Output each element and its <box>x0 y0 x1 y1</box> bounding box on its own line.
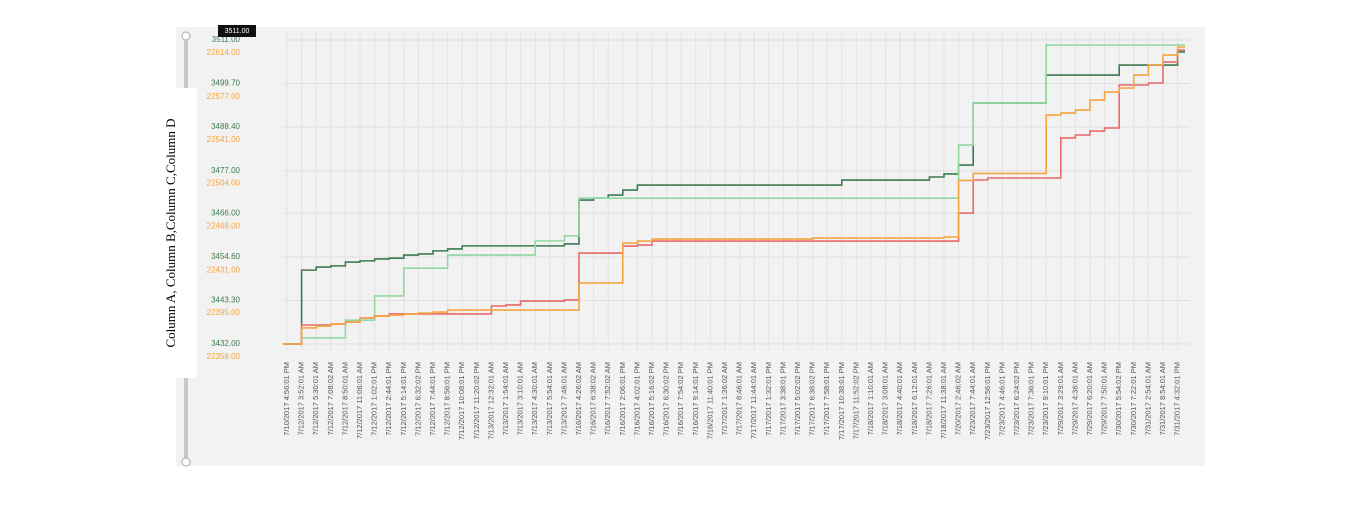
x-tick-label: 7/12/2017 8:56:01 PM <box>443 362 452 436</box>
x-tick-label: 7/12/2017 8:50:01 AM <box>340 362 349 435</box>
y-tick-label: 3466.00 <box>211 208 240 217</box>
series-line <box>283 49 1185 345</box>
x-tick-label: 7/18/2017 1:10:01 AM <box>866 362 875 435</box>
x-tick-label: 7/16/2017 6:30:02 PM <box>662 362 671 436</box>
x-tick-label: 7/13/2017 1:54:01 AM <box>501 362 510 435</box>
x-tick-label: 7/16/2017 4:02:01 PM <box>632 362 641 436</box>
x-tick-label: 7/16/2017 5:16:02 PM <box>647 362 656 436</box>
x-tick-label: 7/16/2017 11:40:01 PM <box>705 362 714 439</box>
x-tick-label: 7/12/2017 2:44:01 PM <box>384 362 393 436</box>
x-tick-label: 7/16/2017 9:14:01 PM <box>691 362 700 436</box>
y2-tick-label: 22577.00 <box>207 92 241 101</box>
x-tick-label: 7/18/2017 4:40:01 AM <box>895 362 904 435</box>
x-tick-label: 7/12/2017 7:08:02 AM <box>326 362 335 435</box>
tooltip-box <box>218 25 256 37</box>
y2-tick-label: 22614.00 <box>207 48 241 57</box>
x-tick-label: 7/23/2017 4:46:01 PM <box>997 362 1006 436</box>
x-tick-label: 7/12/2017 3:52:01 AM <box>297 362 306 435</box>
y-tick-label: 3477.00 <box>211 166 240 175</box>
x-tick-label: 7/13/2017 7:46:01 AM <box>559 362 568 435</box>
labels: 3432.00 3443.30 3454.60 3466.00 3477.00 3488.… <box>207 35 1182 440</box>
y2-tick-label: 22431.00 <box>207 265 241 274</box>
x-tick-label: 7/12/2017 10:08:01 PM <box>457 362 466 440</box>
x-tick-label: 7/30/2017 7:22:01 PM <box>1129 362 1138 436</box>
x-tick-label: 7/17/2017 10:38:01 PM <box>837 362 846 440</box>
x-tick-label: 7/12/2017 7:44:01 PM <box>428 362 437 436</box>
x-tick-label: 7/18/2017 3:08:01 AM <box>881 362 890 435</box>
x-tick-label: 7/29/2017 4:36:01 AM <box>1070 362 1079 435</box>
y-tick-label: 3499.70 <box>211 79 240 88</box>
x-tick-label: 7/17/2017 11:52:02 PM <box>851 362 860 439</box>
x-tick-label: 7/16/2017 6:38:02 AM <box>589 362 598 435</box>
x-tick-label: 7/17/2017 11:44:01 AM <box>749 362 758 439</box>
x-tick-label: 7/16/2017 4:26:02 AM <box>574 362 583 435</box>
x-tick-label: 7/23/2017 12:56:01 PM <box>983 362 992 440</box>
series-line <box>283 44 1185 345</box>
series-line <box>283 46 1185 345</box>
x-tick-label: 7/18/2017 7:26:01 AM <box>924 362 933 435</box>
x-tick-label: 7/20/2017 2:46:02 AM <box>954 362 963 435</box>
y-tick-label: 3454.60 <box>211 252 240 261</box>
x-tick-label: 7/23/2017 9:10:01 PM <box>1041 362 1050 436</box>
x-tick-label: 7/13/2017 12:32:01 AM <box>486 362 495 440</box>
y-tick-label: 3488.40 <box>211 122 240 131</box>
y2-tick-label: 22541.00 <box>207 135 241 144</box>
tooltip: 3511.00 <box>225 28 250 35</box>
y-axis-title: Column A, Column B,Column C,Column D <box>163 119 178 348</box>
x-tick-label: 7/13/2017 4:30:01 AM <box>530 362 539 435</box>
y2-tick-label: 22358.00 <box>207 352 241 361</box>
axis-title-box <box>160 88 197 378</box>
x-tick-label: 7/16/2017 7:52:02 AM <box>603 362 612 435</box>
x-tick-label: 7/12/2017 5:14:01 PM <box>399 362 408 436</box>
y-tick-label: 3443.30 <box>211 296 240 305</box>
x-tick-label: 7/12/2017 1:02:01 PM <box>370 362 379 436</box>
series-lines <box>283 44 1185 345</box>
x-tick-label: 7/29/2017 7:50:01 AM <box>1100 362 1109 435</box>
x-tick-label: 7/13/2017 5:54:01 AM <box>545 362 554 435</box>
x-tick-label: 7/13/2017 3:10:01 AM <box>516 362 525 435</box>
x-tick-label: 7/31/2017 8:54:01 AM <box>1158 362 1167 435</box>
y-tick-label: 3511.00 <box>212 35 241 44</box>
y2-tick-label: 22504.00 <box>207 179 241 188</box>
y2-tick-label: 22395.00 <box>207 308 241 317</box>
x-tick-label: 7/29/2017 3:29:01 AM <box>1056 362 1065 435</box>
plot-panel <box>176 27 1205 466</box>
x-tick-label: 7/12/2017 11:20:02 PM <box>472 362 481 439</box>
x-tick-label: 7/30/2017 5:54:02 PM <box>1114 362 1123 436</box>
x-tick-label: 7/18/2017 6:12:01 AM <box>910 362 919 435</box>
x-tick-label: 7/23/2017 7:44:01 AM <box>968 362 977 435</box>
slider-handle[interactable] <box>181 31 191 41</box>
x-tick-label: 7/17/2017 8:46:01 AM <box>735 362 744 435</box>
x-tick-label: 7/23/2017 7:36:01 PM <box>1027 362 1036 436</box>
x-tick-label: 7/12/2017 6:32:02 PM <box>413 362 422 436</box>
x-tick-label: 7/17/2017 1:36:02 AM <box>720 362 729 435</box>
x-tick-label: 7/17/2017 1:32:01 PM <box>764 362 773 436</box>
x-tick-label: 7/31/2017 4:32:01 PM <box>1173 362 1182 436</box>
y-tick-label: 3432.00 <box>211 339 240 348</box>
x-tick-label: 7/17/2017 7:58:01 PM <box>822 362 831 436</box>
x-tick-label: 7/16/2017 7:54:02 PM <box>676 362 685 436</box>
x-tick-label: 7/12/2017 11:06:01 AM <box>355 362 364 439</box>
x-tick-label: 7/18/2017 11:38:01 AM <box>939 362 948 439</box>
slider-handle[interactable] <box>181 457 191 467</box>
y2-tick-label: 22468.00 <box>207 221 241 230</box>
x-tick-label: 7/17/2017 3:38:01 PM <box>778 362 787 436</box>
x-tick-label: 7/29/2017 6:20:01 AM <box>1085 362 1094 435</box>
x-tick-label: 7/31/2017 2:54:01 AM <box>1143 362 1152 435</box>
x-tick-label: 7/23/2017 6:24:02 PM <box>1012 362 1021 436</box>
x-tick-label: 7/17/2017 6:38:02 PM <box>808 362 817 436</box>
x-tick-label: 7/17/2017 5:02:02 PM <box>793 362 802 436</box>
x-tick-label: 7/16/2017 2:06:01 PM <box>618 362 627 436</box>
x-tick-label: 7/12/2017 5:30:01 AM <box>311 362 320 435</box>
x-tick-label: 7/10/2017 4:56:01 PM <box>282 362 291 436</box>
